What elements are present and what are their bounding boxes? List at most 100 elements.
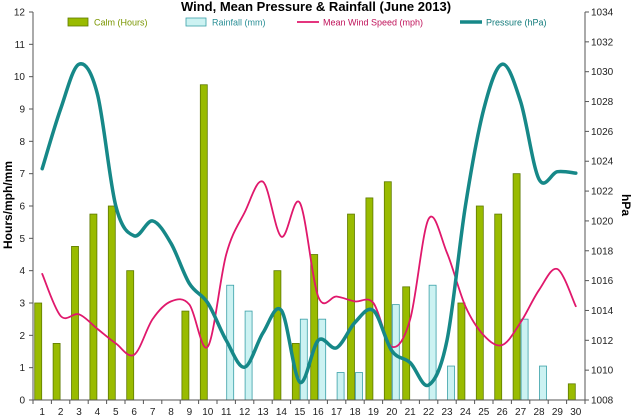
bar-calm	[71, 246, 79, 401]
right-axis-title: hPa	[619, 194, 633, 216]
legend-item: Mean Wind Speed (mph)	[297, 18, 423, 28]
x-tick-label: 8	[168, 407, 174, 418]
right-tick-label: 1026	[591, 127, 614, 138]
x-tick-label: 3	[76, 407, 82, 418]
bar-calm	[347, 213, 355, 401]
x-tick-label: 16	[313, 407, 325, 418]
legend: Calm (Hours) Rainfall (mm) Mean Wind Speed…	[67, 17, 547, 28]
right-tick-label: 1008	[591, 396, 614, 407]
bar-calm	[383, 181, 392, 401]
left-tick-label: 3	[19, 299, 25, 310]
bar-calm	[89, 213, 98, 401]
bar-rainfall	[520, 318, 529, 401]
right-tick-label: 1018	[591, 246, 614, 257]
left-axis-title: Hours/mph/mm	[1, 161, 15, 249]
left-tick-label: 6	[19, 202, 25, 213]
x-tick-label: 2	[58, 407, 64, 418]
left-tick-label: 12	[14, 8, 26, 19]
legend-label: Rainfall (mm)	[212, 18, 266, 28]
legend-item: Rainfall (mm)	[185, 17, 266, 28]
bar-rainfall	[336, 372, 345, 401]
right-tick-label: 1016	[591, 276, 614, 287]
x-tick-label: 26	[497, 407, 509, 418]
bar-calm	[512, 173, 521, 401]
bar-calm	[475, 205, 484, 401]
right-tick-label: 1024	[591, 157, 614, 168]
right-tick-label: 1014	[591, 306, 614, 317]
x-tick-label: 24	[460, 407, 472, 418]
bar-calm	[199, 84, 208, 401]
right-tick-label: 1032	[591, 37, 614, 48]
right-tick-label: 1028	[591, 97, 614, 108]
bar-calm	[52, 343, 61, 401]
left-tick-label: 2	[19, 331, 25, 342]
x-tick-label: 20	[386, 407, 398, 418]
x-tick-label: 30	[570, 407, 582, 418]
left-tick-label: 0	[19, 396, 25, 407]
x-tick-label: 1	[39, 407, 45, 418]
line-pressure	[40, 62, 578, 388]
right-tick-label: 1022	[591, 187, 614, 198]
x-tick-label: 10	[202, 407, 214, 418]
bar-calm	[567, 383, 576, 401]
bar-rainfall	[539, 365, 547, 401]
bar-calm	[181, 310, 190, 401]
x-tick-label: 25	[478, 407, 490, 418]
x-tick-label: 5	[113, 407, 119, 418]
bar-rainfall	[447, 365, 455, 401]
x-tick-label: 19	[368, 407, 380, 418]
chart-title: Wind, Mean Pressure & Rainfall (June 201…	[181, 0, 451, 14]
left-tick-label: 7	[19, 169, 25, 180]
left-tick-label: 4	[19, 266, 25, 277]
legend-item: Pressure (hPa)	[460, 18, 547, 28]
x-tick-label: 22	[423, 407, 435, 418]
left-tick-label: 11	[15, 40, 26, 51]
legend-label: Calm (Hours)	[94, 18, 148, 28]
legend-swatch	[185, 17, 207, 27]
x-tick-label: 27	[515, 407, 527, 418]
left-tick-label: 8	[19, 137, 25, 148]
left-tick-label: 9	[19, 105, 25, 116]
x-tick-label: 6	[131, 407, 137, 418]
x-tick-label: 15	[294, 407, 306, 418]
bar-calm	[126, 270, 135, 401]
left-tick-label: 5	[19, 234, 25, 245]
plot-area	[34, 62, 578, 401]
x-tick-label: 14	[276, 407, 288, 418]
right-axis: 1008 1010 1012 1014 1016 1018 1020 1022 1024 1026…	[584, 8, 614, 407]
bar-calm	[402, 286, 411, 401]
x-axis: 1 2 3 4 5 6 7 8 9 10 11 12 13 14 15 16 17 18 19 20 21 22 23 24 2…	[32, 399, 586, 418]
x-tick-label: 12	[239, 407, 251, 418]
bar-calm	[457, 302, 466, 401]
bar-calm	[273, 270, 282, 401]
bar-rainfall	[355, 372, 363, 401]
line-wind-speed	[41, 180, 577, 357]
x-tick-label: 21	[405, 407, 417, 418]
x-tick-label: 17	[331, 407, 343, 418]
x-tick-label: 23	[441, 407, 453, 418]
bar-rainfall	[318, 318, 327, 401]
legend-label: Mean Wind Speed (mph)	[323, 18, 423, 28]
legend-label: Pressure (hPa)	[486, 18, 547, 28]
right-tick-label: 1010	[591, 366, 614, 377]
bar-rainfall	[299, 318, 308, 401]
x-tick-label: 9	[187, 407, 193, 418]
x-tick-label: 4	[95, 407, 101, 418]
x-tick-label: 7	[150, 407, 156, 418]
x-tick-label: 18	[349, 407, 361, 418]
right-tick-label: 1012	[591, 336, 614, 347]
legend-swatch	[67, 17, 89, 27]
legend-item: Calm (Hours)	[67, 17, 148, 28]
left-tick-label: 1	[19, 363, 25, 374]
bar-calm	[494, 213, 503, 401]
x-tick-label: 13	[257, 407, 269, 418]
right-tick-label: 1034	[591, 8, 614, 19]
bar-calm	[107, 205, 116, 401]
right-tick-label: 1020	[591, 216, 614, 227]
x-tick-label: 11	[221, 407, 232, 418]
bar-calm	[34, 302, 43, 401]
right-tick-label: 1030	[591, 67, 614, 78]
